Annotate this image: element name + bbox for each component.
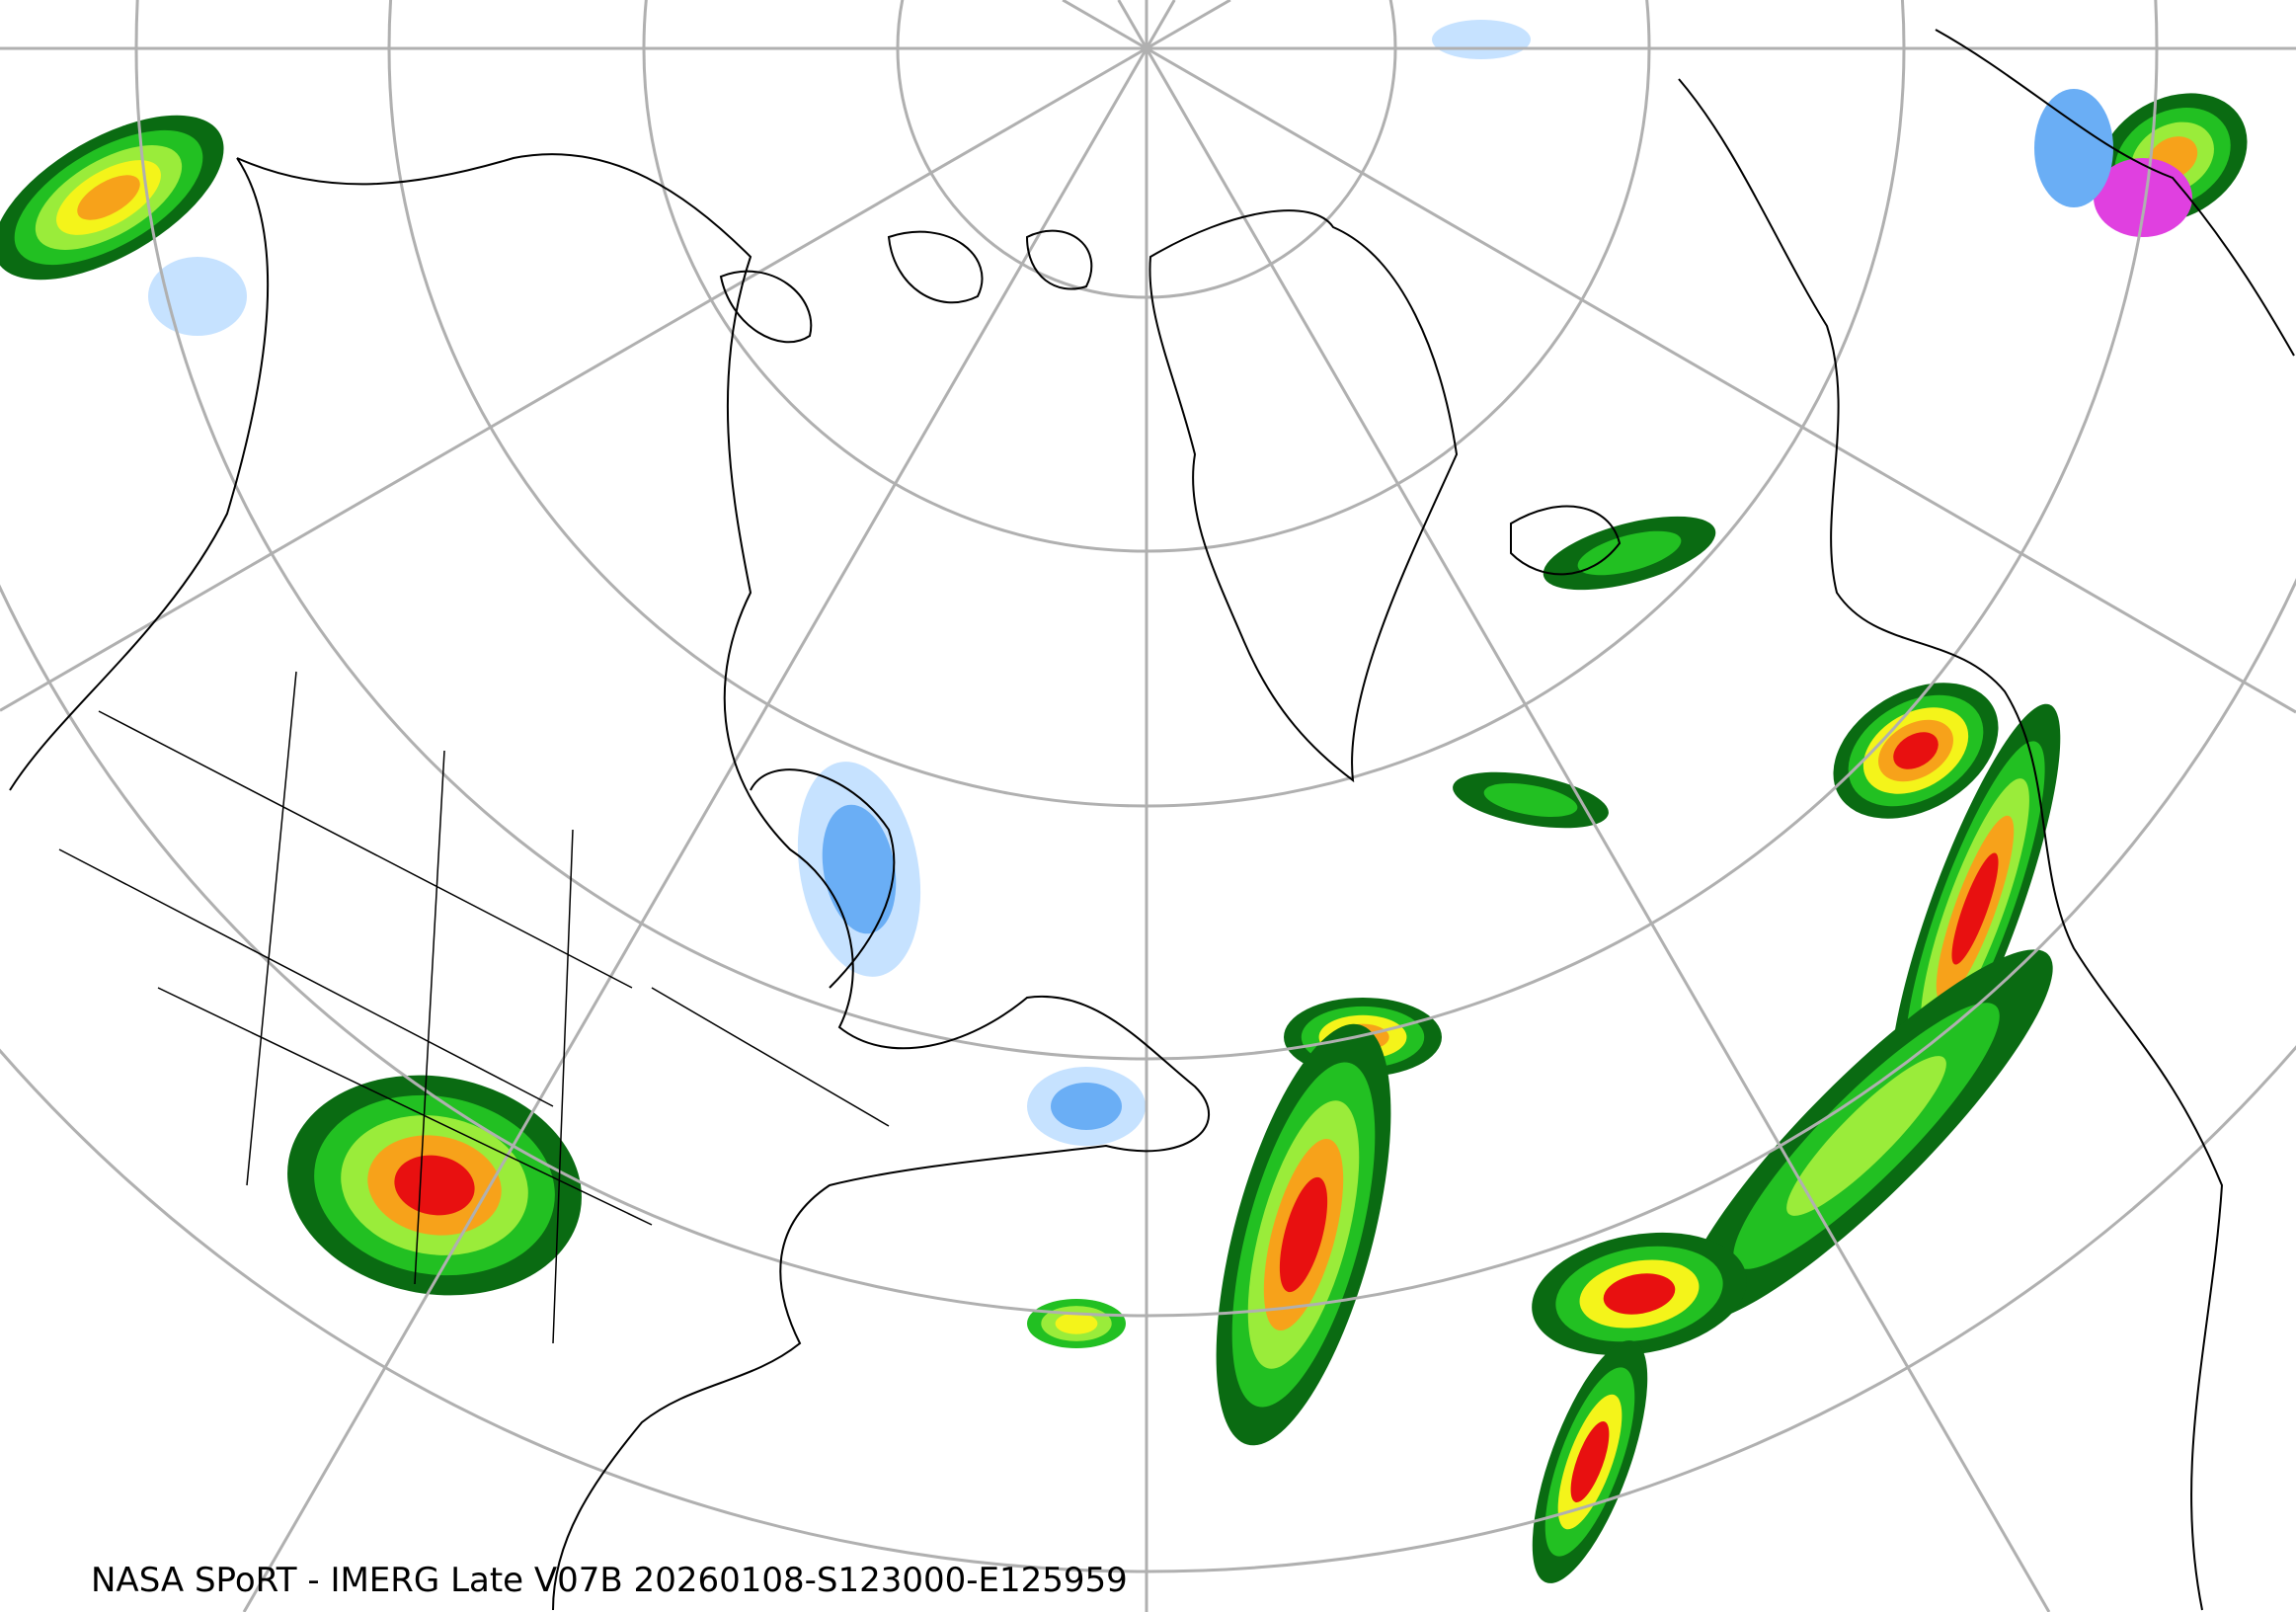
- precip-cell-red: [1570, 1421, 1610, 1502]
- precip-cell-red: [1951, 852, 1999, 965]
- meridian-line: [1145, 0, 1176, 49]
- precip-cell-green: [1577, 530, 1682, 576]
- precip-cell-light-blue: [1432, 20, 1531, 59]
- state-borders: [58, 671, 890, 1344]
- meridian-line: [1117, 0, 1148, 49]
- precip-cell-red: [1603, 1273, 1676, 1315]
- precip-cell-blue: [822, 804, 897, 934]
- meridian-line: [1146, 46, 2296, 714]
- map-caption: NASA SPoRT - IMERG Late V07B 20260108-S1…: [91, 1561, 1128, 1600]
- meridian-line: [1146, 0, 1231, 50]
- precip-cell-red: [1279, 1176, 1328, 1293]
- europe-coast: [1678, 29, 2295, 1611]
- precip-cell-blue: [2034, 89, 2113, 207]
- precipitation-layer: [0, 20, 2248, 1583]
- meridian-line: [1145, 47, 2051, 1612]
- meridian-line: [242, 47, 1148, 1612]
- precip-cell-red: [1893, 732, 1939, 769]
- iceland-coast: [1510, 505, 1622, 576]
- greenland-coast: [1148, 209, 1459, 783]
- meridian-line: [1062, 0, 1148, 50]
- canadian-archipelago: [719, 229, 1093, 344]
- coastlines: [9, 29, 2295, 1611]
- precip-cell-red: [394, 1155, 475, 1216]
- precip-cell-orange: [77, 175, 140, 220]
- precip-cell-yellow: [1055, 1313, 1098, 1334]
- precip-cell-light-green: [1786, 1056, 1946, 1216]
- meridian-line: [0, 46, 1148, 712]
- precip-cell-light-blue: [148, 257, 247, 336]
- precip-cell-magenta: [2094, 158, 2192, 237]
- precip-cell-green: [1483, 783, 1578, 817]
- precip-cell-blue: [1051, 1083, 1122, 1130]
- hudson-bay-coast: [750, 768, 896, 989]
- north-america-coast: [9, 153, 1210, 1611]
